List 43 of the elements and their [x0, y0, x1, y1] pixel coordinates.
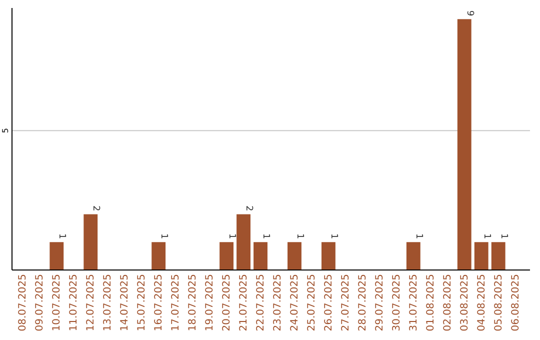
- data-label: 1: [481, 233, 492, 240]
- x-tick-label: 10.07.2025: [52, 274, 63, 332]
- x-tick-label: 14.07.2025: [120, 274, 131, 332]
- x-tick-label: 23.07.2025: [272, 274, 284, 332]
- x-tick-label: 24.07.2025: [289, 274, 300, 332]
- data-label: 1: [413, 233, 424, 240]
- data-label: 2: [244, 206, 254, 212]
- data-label: 1: [260, 233, 271, 240]
- x-tick-label: 22.07.2025: [256, 274, 267, 332]
- x-tick-label: 26.07.2025: [323, 274, 334, 332]
- x-tick-label: 21.07.2025: [238, 274, 250, 332]
- data-label: 1: [498, 233, 508, 240]
- x-tick-label: 15.07.2025: [136, 274, 148, 332]
- x-tick-label: 02.08.2025: [442, 274, 454, 332]
- x-tick-label: 25.07.2025: [306, 274, 318, 332]
- x-tick-label: 12.07.2025: [86, 274, 97, 332]
- data-label: 1: [56, 233, 67, 240]
- y-tick-label: 5: [1, 128, 10, 134]
- data-label: 9: [464, 10, 474, 16]
- x-tick-label: 30.07.2025: [391, 274, 402, 332]
- x-tick-label: 09.07.2025: [34, 274, 46, 332]
- x-tick-label: 17.07.2025: [170, 274, 182, 332]
- x-tick-label: 11.07.2025: [68, 274, 80, 332]
- x-tick-label: 18.07.2025: [188, 274, 199, 332]
- x-tick-label: 05.08.2025: [493, 274, 504, 332]
- x-tick-label: 27.07.2025: [340, 274, 352, 332]
- x-tick-label: 20.07.2025: [222, 274, 233, 332]
- x-tick-label: 13.07.2025: [102, 274, 114, 332]
- x-tick-label: 16.07.2025: [154, 274, 165, 332]
- x-tick-label: 04.08.2025: [476, 274, 488, 332]
- x-tick-label: 03.08.2025: [459, 274, 470, 332]
- data-label: 1: [158, 233, 169, 240]
- data-label: 1: [294, 233, 304, 240]
- x-tick-label: 08.07.2025: [18, 274, 29, 332]
- x-tick-label: 06.08.2025: [510, 274, 522, 332]
- x-tick-label: 01.08.2025: [425, 274, 436, 332]
- x-tick-label: 19.07.2025: [204, 274, 216, 332]
- x-tick-label: 31.07.2025: [408, 274, 420, 332]
- x-tick-label: 28.07.2025: [357, 274, 368, 332]
- data-label: 1: [226, 233, 237, 240]
- data-label: 1: [328, 233, 338, 240]
- data-label: 2: [90, 206, 101, 212]
- x-tick-label: 29.07.2025: [374, 274, 386, 332]
